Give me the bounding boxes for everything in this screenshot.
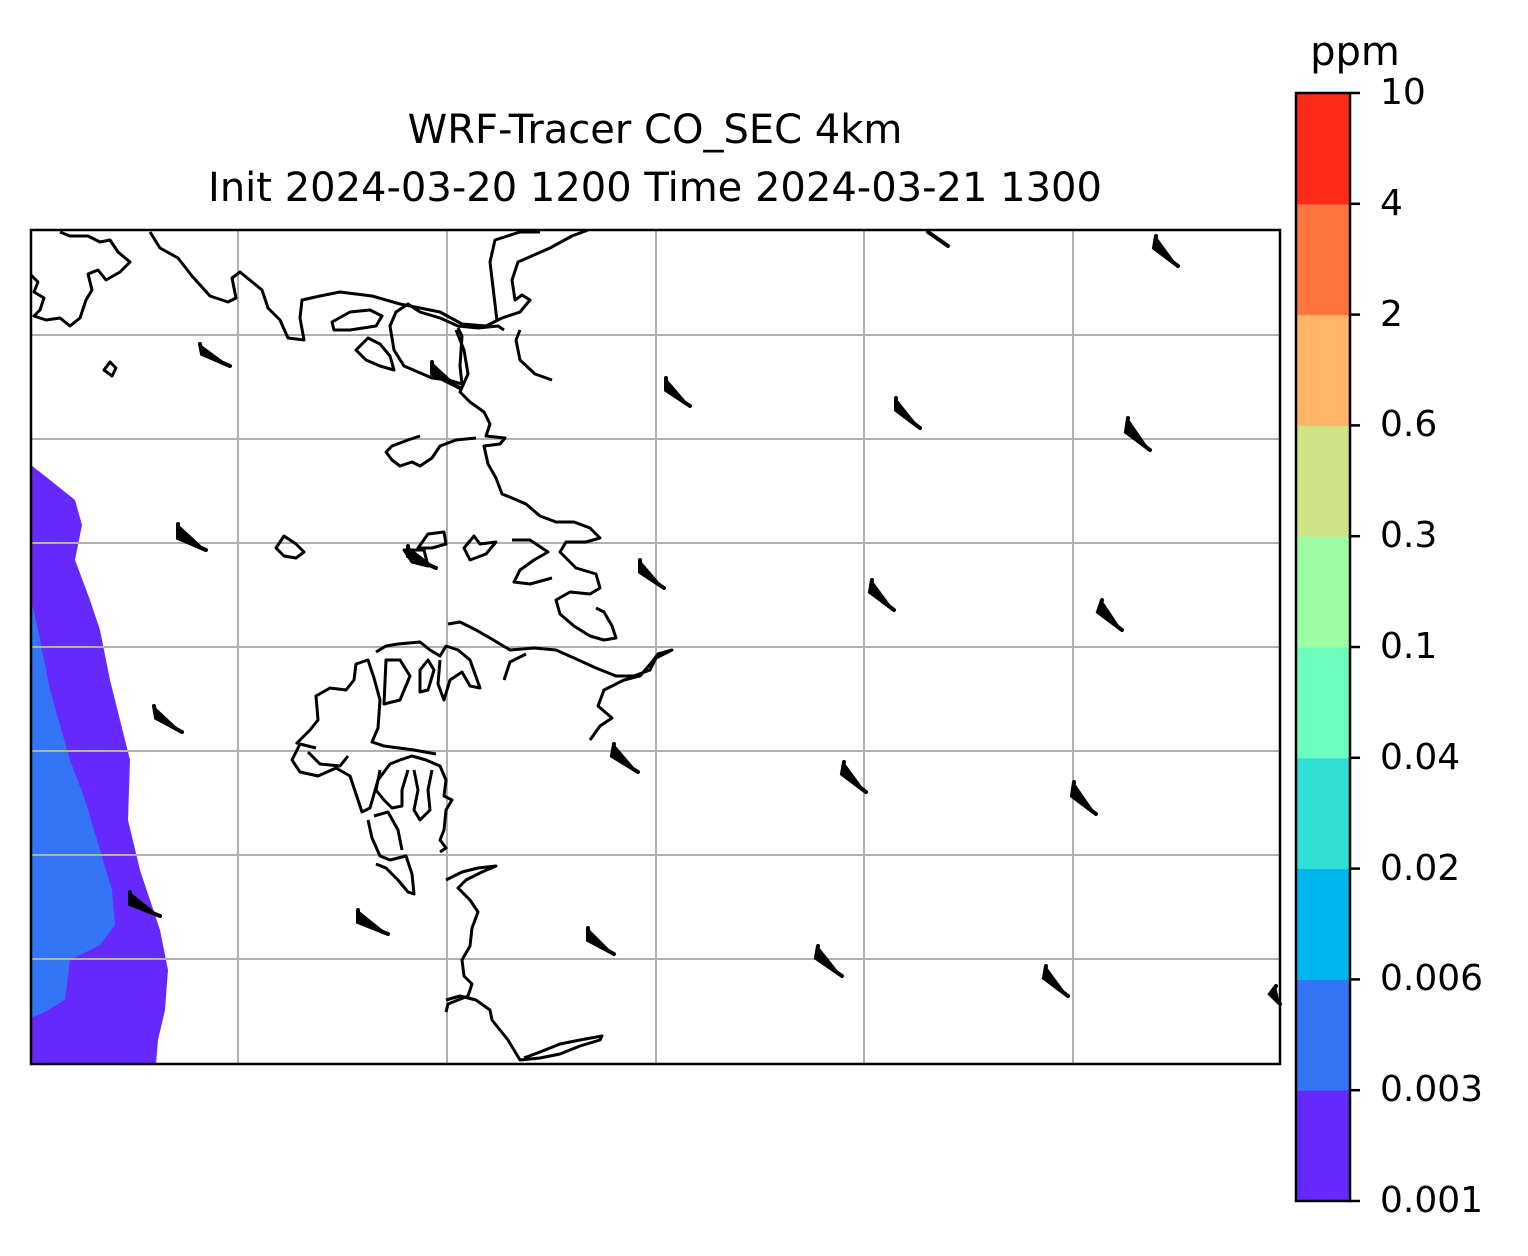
colorbar-segment: [1296, 647, 1350, 759]
wind-barb: [586, 926, 616, 956]
wind-barb: [813, 944, 844, 978]
colorbar-tick-label: 2: [1380, 293, 1403, 335]
tracer-field: [31, 465, 168, 1064]
colorbar-tick-label: 0.001: [1380, 1180, 1484, 1221]
colorbar-tick-label: 0.6: [1380, 404, 1438, 446]
colorbar-segment: [1296, 1090, 1350, 1202]
wind-barb: [356, 908, 390, 936]
colorbar-segment: [1296, 868, 1350, 980]
colorbar-tick-label: 0.02: [1380, 847, 1461, 889]
wind-barb: [406, 544, 438, 570]
wind-barb: [1151, 234, 1180, 268]
coastline: [31, 230, 674, 1062]
tracer-contour-0.003: [31, 600, 115, 1018]
colorbar-segment: [1296, 425, 1350, 537]
colorbar-segment: [1296, 203, 1350, 316]
colorbar-tick-label: 0.006: [1380, 958, 1484, 1000]
wind-barb: [609, 742, 640, 774]
wind-barb: [839, 760, 868, 794]
colorbar-segment: [1296, 93, 1350, 205]
colorbar-tick-label: 10: [1380, 72, 1426, 113]
colorbar-tick-label: 4: [1380, 182, 1403, 224]
map-frame: [29, 228, 1282, 1066]
wind-barb: [638, 558, 666, 590]
colorbar-tick-label: 0.003: [1380, 1069, 1484, 1111]
colorbar-unit-label: ppm: [1310, 29, 1400, 75]
colorbar-segment: [1296, 536, 1350, 648]
colorbar: [1294, 91, 1360, 1203]
wind-barb: [894, 396, 922, 430]
colorbar-segment: [1296, 757, 1350, 870]
wind-barb: [128, 890, 162, 918]
wind-barb: [198, 342, 232, 368]
wind-barb: [926, 230, 950, 248]
wind-barb: [1267, 984, 1282, 1006]
wind-barb: [1041, 964, 1070, 998]
wind-barb: [152, 704, 184, 734]
wind-barb: [867, 578, 896, 612]
wind-barb: [664, 376, 692, 408]
wind-barb: [176, 522, 208, 552]
wind-barb: [1069, 780, 1098, 816]
gridlines: [31, 230, 1280, 1064]
wind-barb: [1095, 598, 1124, 632]
wind-barb: [430, 360, 462, 390]
wind-barb: [1123, 416, 1152, 452]
colorbar-segment: [1296, 979, 1350, 1091]
map-subtitle: Init 2024-03-20 1200 Time 2024-03-21 130…: [208, 165, 1102, 211]
colorbar-segment: [1296, 314, 1350, 426]
colorbar-tick-label: 0.04: [1380, 736, 1461, 778]
colorbar-tick-label: 0.3: [1380, 515, 1438, 557]
colorbar-tick-label: 0.1: [1380, 626, 1438, 667]
map-title: WRF-Tracer CO_SEC 4km: [407, 107, 903, 153]
wind-barbs: [128, 230, 1282, 1006]
